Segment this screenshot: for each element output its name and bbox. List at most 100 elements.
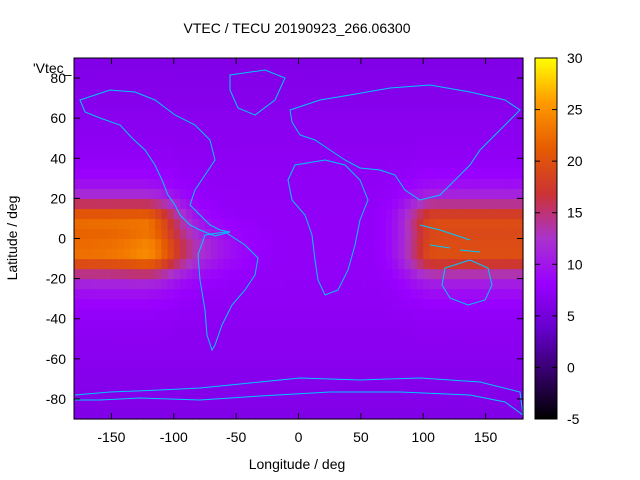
heatmap-cell	[410, 368, 418, 380]
heatmap-cell	[155, 308, 162, 320]
heatmap-cell	[466, 98, 474, 109]
heatmap-cell	[292, 408, 300, 420]
heatmap-cell	[429, 328, 437, 340]
heatmap-cell	[148, 188, 156, 199]
heatmap-cell	[304, 388, 312, 400]
heatmap-cell	[310, 68, 318, 79]
heatmap-cell	[111, 78, 119, 89]
heatmap-cell	[423, 108, 431, 119]
heatmap-cell	[142, 198, 150, 210]
heatmap-cell	[373, 78, 381, 89]
heatmap-cell	[248, 308, 256, 320]
heatmap-cell	[466, 318, 474, 330]
heatmap-cell	[404, 118, 412, 129]
heatmap-cell	[342, 348, 349, 360]
heatmap-cell	[130, 198, 137, 210]
heatmap-cell	[98, 398, 106, 410]
heatmap-cell	[317, 198, 325, 210]
heatmap-cell	[261, 338, 268, 350]
heatmap-cell	[92, 398, 100, 410]
heatmap-cell	[74, 108, 81, 119]
heatmap-cell	[323, 318, 331, 330]
heatmap-cell	[105, 338, 113, 350]
heatmap-cell	[416, 408, 424, 420]
heatmap-cell	[254, 398, 262, 410]
colorbar-tick-label: 20	[567, 153, 583, 169]
heatmap-cell	[404, 78, 412, 89]
heatmap-cell	[504, 328, 512, 340]
heatmap-cell	[335, 388, 343, 400]
heatmap-cell	[273, 378, 281, 390]
heatmap-cell	[485, 288, 493, 300]
heatmap-cell	[211, 288, 219, 300]
heatmap-cell	[217, 78, 225, 89]
heatmap-cell	[130, 168, 137, 179]
heatmap-cell	[248, 128, 256, 139]
heatmap-cell	[373, 248, 381, 260]
heatmap-cell	[136, 278, 144, 290]
heatmap-cell	[379, 288, 387, 300]
heatmap-cell	[479, 228, 487, 240]
heatmap-cell	[229, 178, 237, 189]
heatmap-cell	[498, 298, 505, 310]
heatmap-cell	[261, 328, 268, 340]
heatmap-cell	[460, 118, 468, 129]
heatmap-cell	[298, 358, 306, 370]
heatmap-cell	[398, 378, 406, 390]
heatmap-cell	[161, 68, 169, 79]
heatmap-cell	[155, 208, 162, 220]
heatmap-cell	[304, 318, 312, 330]
heatmap-cell	[485, 398, 493, 410]
heatmap-cell	[111, 108, 119, 119]
heatmap-cell	[98, 238, 106, 250]
heatmap-cell	[329, 398, 337, 410]
heatmap-cell	[454, 138, 462, 149]
heatmap-cell	[373, 218, 381, 230]
heatmap-cell	[367, 358, 374, 370]
heatmap-cell	[410, 378, 418, 390]
heatmap-cell	[298, 388, 306, 400]
heatmap-cell	[373, 358, 381, 370]
heatmap-cell	[273, 108, 281, 119]
heatmap-cell	[123, 98, 131, 109]
heatmap-cell	[242, 118, 250, 129]
heatmap-cell	[136, 308, 144, 320]
heatmap-cell	[279, 208, 287, 220]
heatmap-cell	[335, 88, 343, 99]
heatmap-cell	[373, 378, 381, 390]
heatmap-cell	[92, 88, 100, 99]
heatmap-cell	[466, 58, 474, 69]
heatmap-cell	[448, 158, 456, 169]
heatmap-cell	[211, 368, 219, 380]
heatmap-cell	[367, 218, 374, 230]
heatmap-cell	[217, 298, 225, 310]
heatmap-cell	[466, 378, 474, 390]
heatmap-cell	[335, 278, 343, 290]
heatmap-cell	[192, 258, 200, 270]
heatmap-cell	[310, 228, 318, 240]
heatmap-cell	[367, 278, 374, 290]
heatmap-cell	[74, 268, 81, 280]
heatmap-cell	[279, 138, 287, 149]
heatmap-cell	[74, 118, 81, 129]
heatmap-cell	[254, 248, 262, 260]
heatmap-cell	[105, 178, 113, 189]
heatmap-cell	[167, 258, 175, 270]
heatmap-cell	[180, 398, 187, 410]
heatmap-cell	[74, 258, 81, 270]
heatmap-cell	[292, 338, 300, 350]
heatmap-cell	[192, 248, 200, 260]
heatmap-cell	[410, 78, 418, 89]
heatmap-cell	[348, 308, 356, 320]
heatmap-cell	[248, 58, 256, 69]
heatmap-cell	[142, 388, 150, 400]
heatmap-cell	[491, 198, 499, 210]
heatmap-cell	[148, 358, 156, 370]
heatmap-cell	[504, 318, 512, 330]
heatmap-cell	[98, 268, 106, 280]
heatmap-cell	[229, 88, 237, 99]
heatmap-cell	[111, 268, 119, 280]
heatmap-cell	[142, 358, 150, 370]
heatmap-cell	[460, 78, 468, 89]
heatmap-cell	[379, 248, 387, 260]
